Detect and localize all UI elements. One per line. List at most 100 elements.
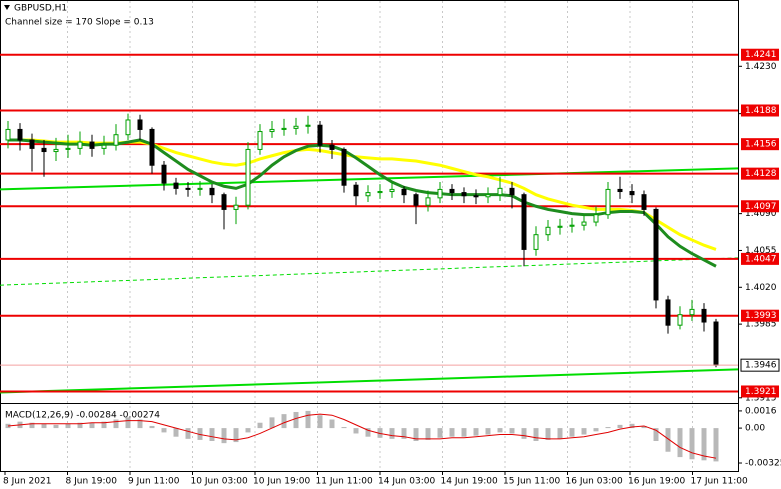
candle-body: [641, 194, 647, 210]
macd-bar: [665, 428, 671, 452]
macd-bar: [545, 428, 551, 440]
macd-bar: [509, 428, 515, 434]
candle-body: [17, 128, 23, 141]
candle-body: [533, 234, 539, 250]
candle-body: [581, 221, 587, 226]
macd-bar: [113, 419, 119, 429]
x-tick-label: 10 Jun 19:00: [253, 477, 310, 487]
macd-bar: [713, 428, 719, 462]
x-tick-label: 8 Jun 19:00: [66, 477, 118, 487]
y-tick-label: 1.4055: [745, 246, 777, 256]
y-tick-label: 1.4090: [745, 209, 777, 219]
macd-y-tick-label: 0.0016: [745, 406, 777, 416]
macd-bar: [137, 419, 143, 429]
macd-bar: [401, 428, 407, 439]
y-tick-label: 1.3985: [745, 320, 777, 330]
macd-bar: [149, 425, 155, 429]
last-price-box: [740, 358, 780, 372]
candle-body: [233, 204, 239, 210]
candle-body: [653, 208, 659, 301]
level-label: 1.4156: [745, 140, 777, 150]
level-label: 1.4128: [745, 169, 777, 179]
x-tick-label: 15 Jun 11:00: [503, 477, 560, 487]
trend-line: [0, 167, 739, 191]
macd-bar: [497, 428, 503, 433]
macd-bar: [353, 428, 359, 434]
macd-bar: [317, 415, 323, 429]
x-tick-label: 16 Jun 19:00: [628, 477, 685, 487]
macd-bar: [29, 422, 35, 429]
candle-body: [449, 188, 455, 194]
candle-body: [497, 187, 503, 196]
candle-body: [461, 192, 467, 197]
macd-title: MACD(12,26,9) -0.00284 -0.00274: [5, 411, 160, 421]
macd-bar: [173, 428, 179, 437]
macd-bar: [281, 414, 287, 429]
candle-body: [317, 124, 323, 146]
candle-body: [89, 141, 95, 149]
menu-icon: [4, 5, 10, 10]
candle-body: [557, 225, 563, 228]
candle-body: [185, 187, 191, 190]
candle-body: [29, 139, 35, 149]
candle-body: [629, 191, 635, 196]
level-label: 1.3993: [745, 311, 777, 321]
macd-bar: [101, 421, 107, 429]
macd-bar: [161, 428, 167, 433]
macd-bar: [677, 428, 683, 458]
x-tick-label: 16 Jun 03:00: [566, 477, 623, 487]
macd-bar: [209, 428, 215, 441]
level-label: 1.4188: [745, 106, 777, 116]
candle-body: [161, 164, 167, 184]
level-label: 1.4241: [745, 50, 777, 60]
chart-title: GBPUSD,H1: [14, 4, 67, 14]
candle-body: [77, 141, 83, 149]
macd-bar: [269, 417, 275, 429]
candle-body: [485, 194, 491, 198]
candle-body: [665, 299, 671, 326]
candle-body: [245, 148, 251, 206]
candle-body: [593, 214, 599, 223]
macd-bar: [569, 428, 575, 437]
macd-bar: [233, 428, 239, 443]
last-price-label: 1.3946: [745, 361, 777, 371]
macd-bar: [425, 428, 431, 440]
macd-bar: [581, 428, 587, 435]
x-tick-label: 9 Jun 11:00: [128, 477, 180, 487]
candle-body: [305, 124, 311, 127]
macd-bar: [41, 423, 47, 429]
candle-body: [689, 308, 695, 316]
candle-body: [101, 144, 107, 149]
candle-body: [113, 134, 119, 146]
candle-body: [5, 128, 11, 141]
macd-bar: [365, 428, 371, 437]
x-tick-label: 11 Jun 11:00: [316, 477, 373, 487]
candle-body: [197, 187, 203, 190]
macd-bar: [593, 428, 599, 432]
candle-body: [605, 188, 611, 216]
macd-bar: [521, 428, 527, 439]
macd-bar: [689, 428, 695, 460]
candle-body: [521, 194, 527, 250]
level-label: 1.4097: [745, 202, 777, 212]
macd-bar: [125, 417, 131, 429]
candle-body: [437, 188, 443, 199]
macd-bar: [329, 419, 335, 429]
macd-bar: [245, 428, 251, 433]
macd-bar: [197, 428, 203, 440]
macd-bar: [221, 428, 227, 444]
level-label-box: [741, 138, 779, 151]
candle-body: [389, 188, 395, 193]
candle-body: [281, 127, 287, 130]
level-label-box: [741, 167, 779, 180]
plot-layer: [0, 1, 739, 471]
macd-signal: [7, 413, 717, 459]
candle-body: [137, 119, 143, 130]
level-label-box: [741, 252, 779, 265]
candle-body: [713, 321, 719, 366]
macd-bar: [629, 423, 635, 429]
x-tick-label: 14 Jun 03:00: [378, 477, 435, 487]
macd-bar: [461, 428, 467, 437]
candle-body: [125, 119, 131, 136]
